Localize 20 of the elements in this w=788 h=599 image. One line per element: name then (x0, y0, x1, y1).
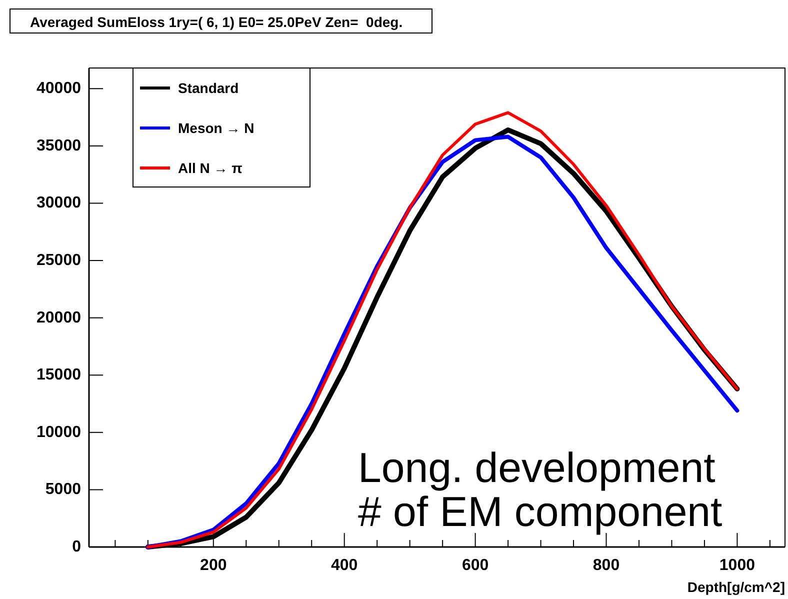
x-tick-label: 1000 (719, 557, 756, 574)
y-tick-label: 25000 (36, 252, 82, 270)
y-tick-label: 30000 (36, 194, 82, 212)
y-tick-label: 40000 (36, 80, 82, 98)
y-tick-label: 15000 (36, 366, 82, 384)
legend-label: Meson → N (178, 120, 254, 136)
x-tick-label: 200 (200, 557, 227, 574)
x-tick-label: 800 (592, 557, 620, 574)
legend-label: All N → π (178, 160, 243, 176)
y-tick-label: 35000 (36, 137, 82, 154)
chart-title: Averaged SumEloss 1ry=( 6, 1) E0= 25.0PeV Zen= 0deg. (30, 14, 403, 30)
x-tick-label: 400 (331, 557, 358, 574)
annotation: Long. development (358, 444, 716, 491)
x-tick-label: 600 (462, 557, 489, 574)
legend-label: Standard (178, 80, 239, 96)
y-tick-label: 0 (72, 538, 82, 556)
x-axis-title: Depth[g/cm^2] (687, 579, 785, 595)
y-tick-label: 5000 (45, 481, 82, 498)
y-tick-label: 20000 (36, 309, 82, 326)
y-tick-label: 10000 (36, 424, 82, 441)
